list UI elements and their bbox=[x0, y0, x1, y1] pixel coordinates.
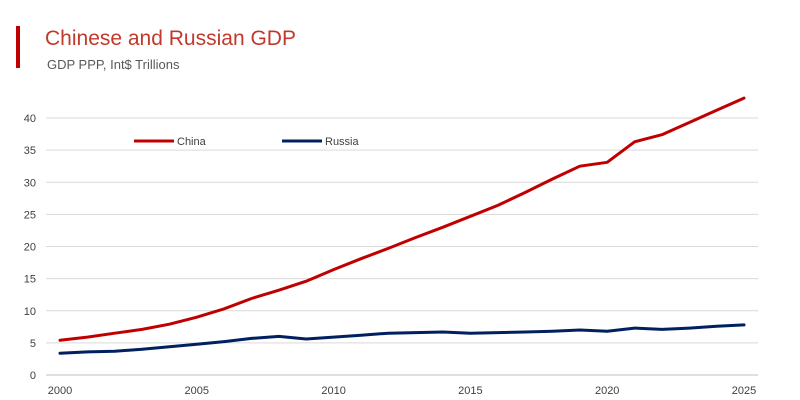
title-accent-bar bbox=[16, 26, 20, 68]
y-tick-label: 40 bbox=[24, 113, 36, 125]
y-tick-label: 20 bbox=[24, 242, 36, 254]
y-tick-label: 15 bbox=[24, 274, 36, 286]
series-line-russia bbox=[58, 323, 746, 355]
x-tick-label: 2000 bbox=[48, 385, 72, 397]
x-tick-label: 2015 bbox=[458, 385, 482, 397]
x-tick-label: 2005 bbox=[185, 385, 209, 397]
x-tick-label: 2025 bbox=[732, 385, 756, 397]
chart-title: Chinese and Russian GDP bbox=[45, 27, 296, 50]
legend-label-russia: Russia bbox=[325, 136, 360, 148]
y-tick-label: 0 bbox=[30, 370, 36, 382]
y-tick-label: 30 bbox=[24, 177, 36, 189]
x-tick-label: 2020 bbox=[595, 385, 619, 397]
x-tick-label: 2010 bbox=[321, 385, 345, 397]
series-line-china bbox=[58, 96, 746, 342]
y-tick-label: 35 bbox=[24, 145, 36, 157]
y-tick-label: 25 bbox=[24, 209, 36, 221]
y-tick-label: 5 bbox=[30, 338, 36, 350]
chart-subtitle: GDP PPP, Int$ Trillions bbox=[47, 57, 180, 72]
legend-label-china: China bbox=[177, 136, 207, 148]
y-tick-label: 10 bbox=[24, 306, 36, 318]
